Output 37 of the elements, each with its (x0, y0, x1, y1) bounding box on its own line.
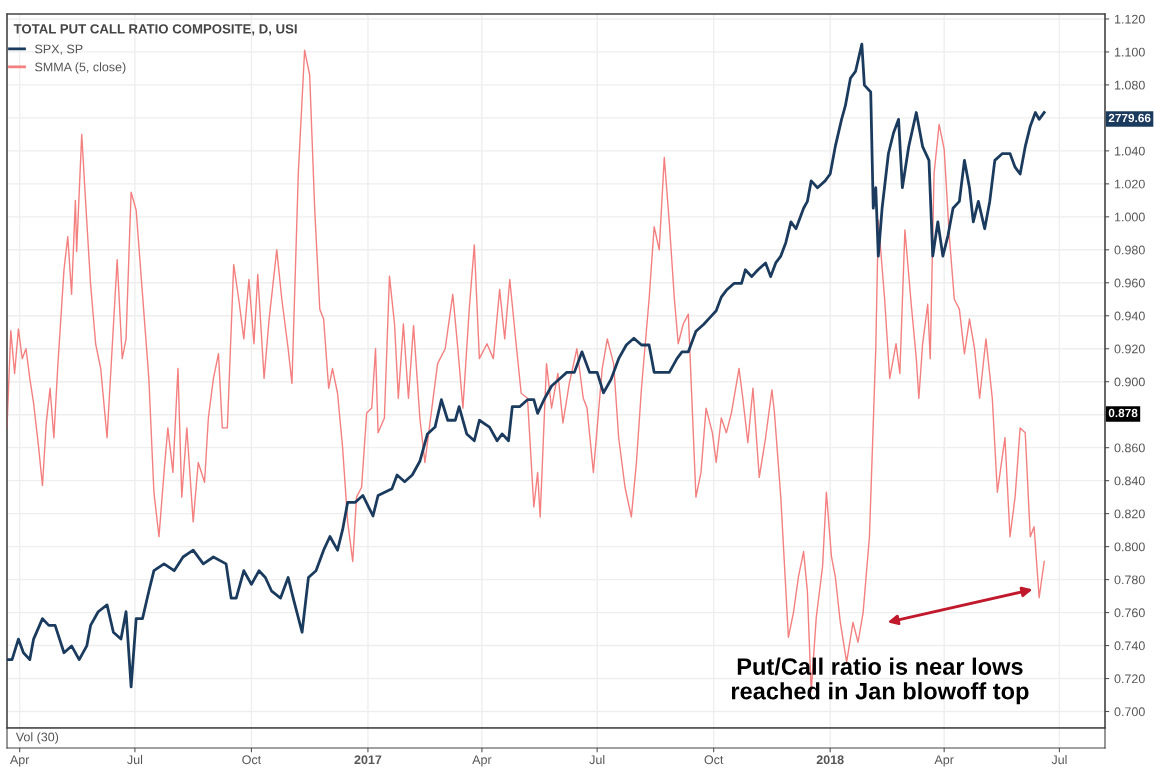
x-tick-label: Oct (704, 755, 724, 765)
y-tick-label: 1.100 (1114, 47, 1145, 57)
y-tick-label: 0.840 (1114, 476, 1145, 486)
x-tick-label: Jul (1051, 754, 1067, 765)
annotation: Put/Call ratio is near lows reached in Jan blowoff top (731, 657, 1029, 705)
x-tick-label: Apr (472, 755, 492, 767)
x-tick-label: Apr (934, 755, 954, 767)
y-tick-label: 0.720 (1114, 674, 1145, 684)
y-tick-label: 1.120 (1114, 14, 1145, 24)
legend-label: SPX, SP (35, 44, 83, 55)
y-tick-label: 0.800 (1114, 542, 1145, 552)
y-tick-label: 0.980 (1114, 245, 1145, 255)
y-tick-label: 1.020 (1114, 179, 1145, 189)
y-tick-label: 0.920 (1114, 344, 1145, 354)
y-tick-label: 1.040 (1114, 146, 1145, 156)
x-tick-label: 2017 (354, 755, 382, 765)
x-tick-label: Jul (589, 754, 605, 765)
legend-label: SMMA (5, close) (35, 62, 126, 74)
y-tick-label: 0.860 (1114, 443, 1145, 453)
y-tick-label: 0.780 (1114, 575, 1145, 585)
text: 2779.66 (1108, 113, 1151, 123)
y-tick-label: 0.820 (1114, 509, 1145, 519)
y-tick-label: 0.900 (1114, 377, 1145, 387)
text: Vol (30) (15, 732, 59, 744)
x-tick-label: Oct (242, 755, 262, 765)
x-tick-label: 2018 (816, 755, 844, 765)
text: TOTAL PUT CALL RATIO COMPOSITE, D, USI (13, 24, 297, 36)
y-tick-label: 0.740 (1114, 641, 1145, 651)
y-tick-label: 0.940 (1114, 311, 1145, 321)
x-tick-label: Jul (127, 754, 143, 765)
text: 0.878 (1108, 408, 1138, 418)
y-tick-label: 1.080 (1114, 80, 1145, 90)
x-tick-label: Apr (9, 755, 30, 767)
y-tick-label: 1.000 (1114, 212, 1145, 222)
y-tick-label: 0.760 (1114, 608, 1145, 618)
y-tick-label: 0.960 (1114, 278, 1145, 288)
y-tick-label: 0.700 (1114, 707, 1145, 717)
